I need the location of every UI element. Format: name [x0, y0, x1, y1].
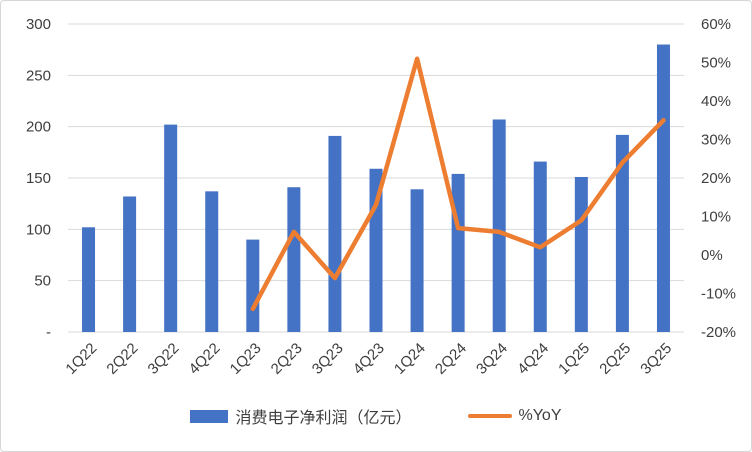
x-axis-label-3Q24: 3Q24	[473, 340, 511, 378]
bar-1Q23	[246, 239, 260, 332]
bar-2Q22	[123, 196, 137, 332]
left-axis-tick-label: -	[46, 324, 51, 341]
x-axis-label-1Q22: 1Q22	[62, 340, 100, 378]
x-axis-label-1Q23: 1Q23	[227, 340, 265, 378]
right-axis-tick-label: 30%	[701, 132, 731, 149]
right-axis-tick-label: -10%	[701, 286, 736, 303]
right-axis-tick-label: 50%	[701, 55, 731, 72]
bar-3Q22	[164, 124, 178, 332]
line-series-swatch	[467, 413, 512, 419]
left-axis-tick-label: 200	[26, 119, 51, 136]
x-axis-label-3Q23: 3Q23	[309, 340, 347, 378]
combo-chart-plot: 300 250 200 150 100 50 - 60% 50% 40% 30% 20% 10% 0% -1…	[26, 16, 736, 378]
x-axis-label-4Q24: 4Q24	[514, 340, 552, 378]
legend-item-bar-series: 消费电子净利润（亿元）	[190, 404, 412, 428]
x-axis-label-2Q22: 2Q22	[103, 340, 141, 378]
bar-4Q22	[205, 191, 219, 332]
right-axis-tick-label: 10%	[701, 209, 731, 226]
chart-legend: 消费电子净利润（亿元） %YoY	[1, 404, 751, 428]
right-axis-tick-label: -20%	[701, 324, 736, 341]
x-axis-label-1Q25: 1Q25	[555, 340, 593, 378]
bar-2Q25	[615, 134, 629, 332]
x-axis-label-4Q22: 4Q22	[186, 340, 224, 378]
x-axis-label-3Q25: 3Q25	[637, 340, 675, 378]
right-axis-tick-label: 40%	[701, 93, 731, 110]
bar-3Q23	[328, 135, 342, 332]
x-axis-label-2Q24: 2Q24	[432, 340, 470, 378]
bar-series-label: 消费电子净利润（亿元）	[235, 410, 412, 427]
bar-1Q24	[410, 189, 424, 332]
bar-2Q23	[287, 187, 301, 332]
x-axis-label-1Q24: 1Q24	[391, 340, 429, 378]
bar-1Q22	[82, 227, 96, 332]
yoy-line	[250, 56, 666, 312]
bar-3Q24	[492, 119, 506, 332]
bar-1Q25	[574, 176, 588, 332]
right-axis-tick-label: 20%	[701, 170, 731, 187]
bar-3Q25	[656, 44, 670, 333]
left-axis-tick-label: 300	[26, 16, 51, 33]
line-series-label: %YoY	[518, 407, 562, 424]
bar-2Q24	[451, 173, 465, 332]
bar-series-swatch	[190, 409, 229, 423]
left-axis-tick-label: 250	[26, 67, 51, 84]
right-axis-tick-label: 0%	[701, 247, 723, 264]
x-axis-label-2Q23: 2Q23	[268, 340, 306, 378]
x-axis-label-4Q23: 4Q23	[350, 340, 388, 378]
x-axis-label-2Q25: 2Q25	[596, 340, 634, 378]
left-axis-tick-label: 150	[26, 170, 51, 187]
left-axis-tick-label: 100	[26, 221, 51, 238]
left-axis-tick-label: 50	[34, 273, 51, 290]
x-axis-label-3Q22: 3Q22	[145, 340, 183, 378]
right-axis-tick-label: 60%	[701, 16, 731, 33]
legend-item-line-series: %YoY	[467, 407, 562, 425]
